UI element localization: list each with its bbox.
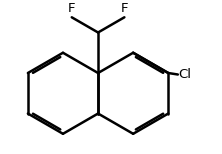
- Text: F: F: [68, 2, 75, 16]
- Text: Cl: Cl: [178, 68, 191, 81]
- Text: F: F: [121, 2, 128, 16]
